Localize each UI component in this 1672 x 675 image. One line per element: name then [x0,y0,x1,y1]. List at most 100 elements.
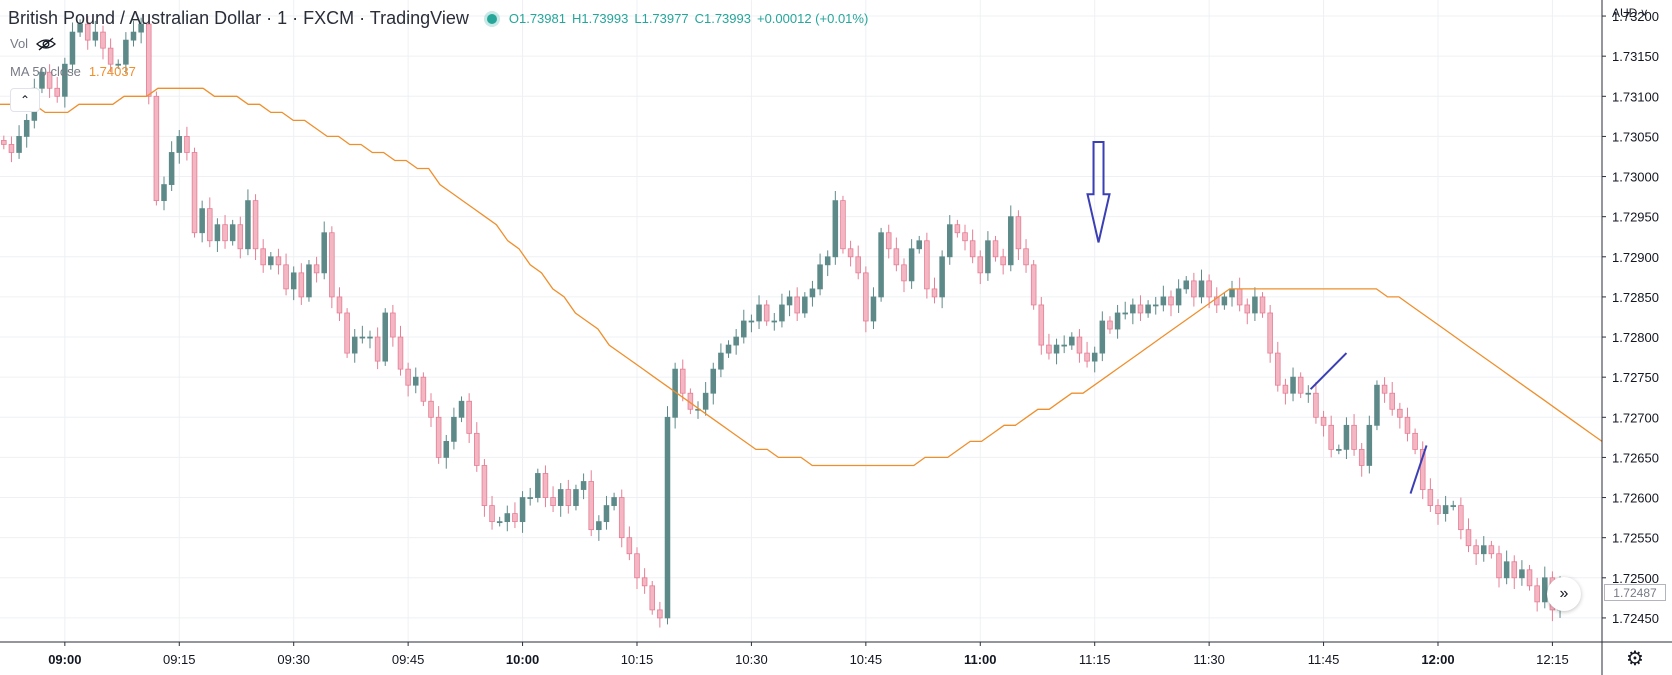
candle-body [985,240,991,274]
candle-body [1511,561,1518,579]
scroll-to-realtime-button[interactable]: » [1547,577,1581,611]
candle [748,314,755,333]
candle-body [763,304,770,322]
price-tick-label: 1.72500 [1612,571,1659,586]
candle-body [1442,505,1449,515]
candle-body [1175,288,1182,306]
price-tick-label: 1.72750 [1612,370,1659,385]
candle-body [1336,448,1342,451]
trend-line-annotation[interactable] [1309,352,1348,390]
candle-body [1412,432,1418,450]
candle [138,17,144,44]
candle [1366,415,1373,474]
candle [1,135,7,150]
candle [725,340,732,358]
candle-body [977,256,984,274]
candle [1450,500,1457,511]
candle [145,14,152,105]
candle-body [718,352,724,370]
candle-body [298,272,305,298]
candle [824,250,831,277]
ma-legend[interactable]: MA 50 close 1.74037 [10,64,136,79]
candle-body [1358,448,1365,466]
currency-selector[interactable]: AUD ˅ [1612,6,1648,20]
candle [245,189,251,256]
candle [1488,540,1495,559]
candle-body [130,31,137,41]
candle-body [588,481,594,531]
candle-body [1458,505,1464,531]
candle [565,479,572,514]
candle [1000,248,1006,275]
candle [657,601,663,628]
eye-hidden-icon[interactable] [36,36,57,51]
candle-body [1114,312,1121,330]
candle-body [336,296,343,314]
price-tick-label: 1.72650 [1612,450,1659,465]
candle [679,359,686,402]
candle-body [710,368,717,394]
down-arrow-annotation[interactable] [1086,141,1111,243]
candle [977,250,984,285]
candle [336,287,343,321]
candle [1236,277,1243,312]
candle [847,240,854,267]
candle-body [1191,280,1197,298]
candle [390,304,396,347]
candle [924,232,930,299]
candle [626,526,633,561]
candle [153,91,160,206]
collapse-legend-button[interactable]: ⌃ [10,88,40,112]
candle-body [908,248,915,282]
volume-legend[interactable]: Vol [10,36,57,51]
candle-body [1305,392,1312,395]
trend-line-annotation[interactable] [1409,445,1428,494]
candle-body [1206,280,1212,298]
candle-body [885,232,892,250]
candle-body [824,256,831,266]
candle [992,235,999,262]
candle [1084,341,1090,368]
candle-body [8,144,15,153]
chart-grid [0,0,1602,642]
candle [901,258,907,293]
candle-body [924,240,930,290]
candle-body [435,416,442,458]
price-tick-label: 1.73100 [1612,89,1659,104]
candle-body [580,481,587,490]
candle [1313,381,1319,424]
candle [1381,377,1388,403]
candle [77,19,83,37]
candle-body [1,140,7,145]
candle-body [92,31,99,41]
candle-body [565,489,572,506]
candle-body [527,497,533,499]
candle [130,20,137,47]
candle [100,25,106,60]
candle [817,253,823,296]
candle [1152,296,1159,315]
candle [954,219,961,238]
candle [1336,444,1342,455]
time-tick-label: 12:15 [1536,652,1569,667]
candle [946,215,953,265]
candle-body [443,440,450,458]
candle-body [252,200,259,250]
candle [832,190,839,265]
candle [702,381,709,416]
symbol-title[interactable]: British Pound / Australian Dollar · 1 · … [8,8,469,28]
candle-body [412,376,419,386]
candle-body [207,208,213,242]
price-tick-label: 1.72700 [1612,410,1659,425]
candle [46,64,53,98]
candle-body [1061,344,1067,347]
candle-body [809,288,816,298]
candle [306,260,312,302]
candle-body [817,264,823,290]
candle [855,245,861,280]
gear-icon[interactable]: ⚙ [1626,648,1644,670]
candle-body [733,336,739,346]
candle [481,459,488,517]
